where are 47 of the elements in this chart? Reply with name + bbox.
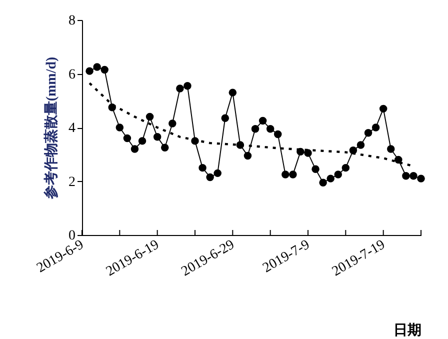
y-tick-label: 2	[68, 174, 76, 190]
point	[228, 88, 237, 96]
point	[319, 178, 327, 186]
point	[372, 124, 380, 132]
point	[304, 149, 312, 157]
y-tick-label: 4	[68, 121, 76, 136]
point	[206, 173, 214, 182]
point	[417, 174, 425, 182]
point	[334, 170, 342, 178]
point	[138, 137, 146, 145]
point	[198, 164, 206, 172]
point	[100, 66, 108, 74]
point	[168, 120, 176, 128]
point	[258, 116, 267, 125]
point	[342, 164, 350, 172]
point	[123, 134, 132, 142]
x-axis-title: 日期	[394, 322, 422, 338]
point	[86, 67, 94, 75]
point	[289, 170, 297, 178]
point	[326, 174, 334, 182]
point	[364, 129, 372, 137]
point	[386, 145, 395, 153]
y-tick-label: 6	[68, 67, 76, 82]
point	[244, 152, 252, 160]
y-axis-title: 参考作物蒸散量(mm/d)	[42, 56, 60, 200]
point	[221, 114, 230, 122]
point	[410, 172, 418, 180]
point	[184, 82, 192, 90]
point	[394, 156, 402, 164]
point	[251, 124, 260, 133]
point	[274, 130, 282, 138]
point	[93, 63, 101, 71]
point	[214, 169, 222, 178]
point	[356, 141, 365, 149]
point	[379, 104, 388, 113]
y-tick-label: 0	[68, 228, 76, 244]
point	[116, 124, 124, 132]
point	[176, 84, 184, 92]
point	[146, 112, 154, 121]
point	[153, 133, 162, 141]
point	[402, 172, 410, 180]
point	[282, 170, 290, 178]
point	[266, 124, 274, 133]
point	[312, 165, 320, 174]
point	[130, 145, 139, 153]
point	[160, 144, 169, 152]
y-tick-label: 8	[68, 14, 76, 28]
